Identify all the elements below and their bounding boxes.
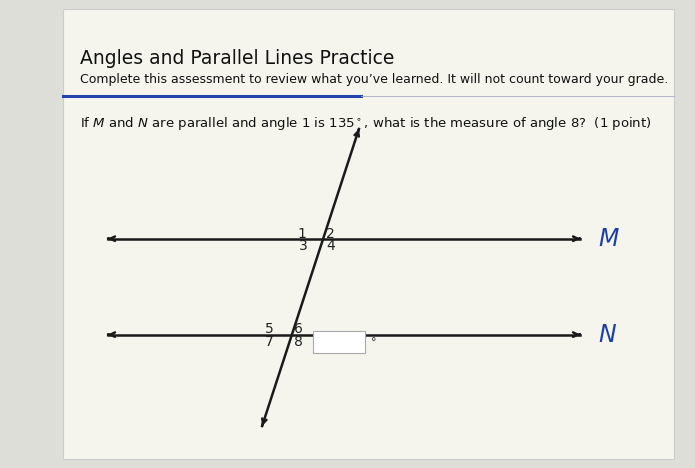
Text: Angles and Parallel Lines Practice: Angles and Parallel Lines Practice: [80, 49, 394, 68]
Text: 6: 6: [293, 322, 302, 336]
Text: 4: 4: [327, 239, 335, 253]
Text: 1: 1: [297, 227, 306, 241]
Text: $N$: $N$: [598, 322, 616, 347]
Text: If $M$ and $N$ are parallel and angle 1 is 135$^\circ$, what is the measure of a: If $M$ and $N$ are parallel and angle 1 …: [80, 115, 651, 132]
Text: 3: 3: [299, 239, 308, 253]
Text: 2: 2: [327, 227, 335, 241]
Text: 8: 8: [293, 335, 302, 349]
Text: $M$: $M$: [598, 227, 619, 251]
Text: Complete this assessment to review what you’ve learned. It will not count toward: Complete this assessment to review what …: [80, 73, 668, 86]
FancyBboxPatch shape: [63, 9, 674, 459]
Text: 7: 7: [265, 335, 273, 349]
Text: 5: 5: [265, 322, 273, 336]
Text: °: °: [371, 337, 377, 347]
FancyBboxPatch shape: [313, 330, 366, 353]
